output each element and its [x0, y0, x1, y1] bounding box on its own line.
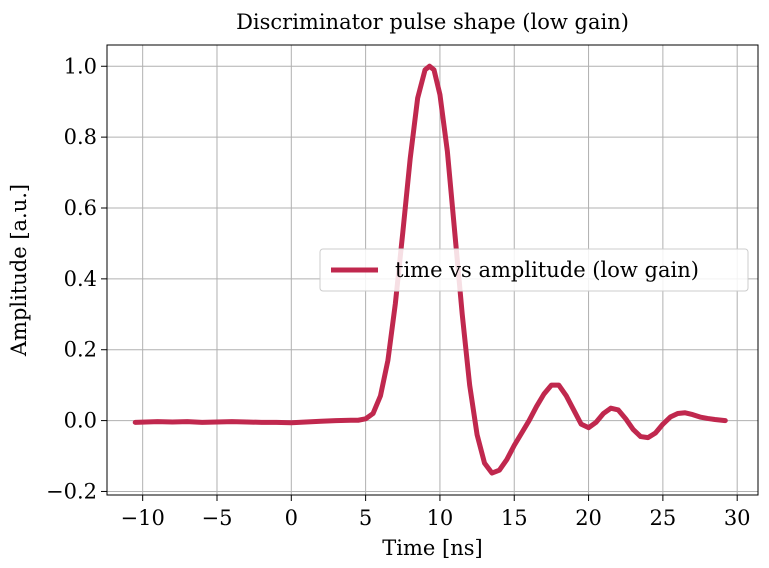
axis-ticks: −10 −5 0 5 10 15 20 25 30 −0.2 0.0 0.2 0.4 0.6 0.8 1.0 [46, 54, 751, 530]
y-tick-label: 0.4 [64, 267, 97, 291]
y-tick-label: 1.0 [64, 54, 97, 78]
x-tick-label: 30 [724, 506, 751, 530]
plot-frame [106, 44, 759, 496]
chart-title: Discriminator pulse shape (low gain) [236, 10, 629, 34]
plot-area [132, 63, 728, 476]
x-tick-label: 20 [575, 506, 602, 530]
y-tick-label: 0.2 [64, 338, 97, 362]
legend-label: time vs amplitude (low gain) [395, 258, 699, 282]
x-tick-label: 15 [501, 506, 528, 530]
x-tick-label: −5 [202, 506, 233, 530]
y-axis-label: Amplitude [a.u.] [7, 184, 31, 357]
x-axis-label: Time [ns] [382, 536, 482, 560]
x-tick-label: −10 [121, 506, 165, 530]
x-tick-label: 5 [359, 506, 372, 530]
grid [107, 45, 758, 495]
x-tick-label: 25 [650, 506, 677, 530]
y-tick-label: 0.0 [64, 409, 97, 433]
x-tick-label: 0 [285, 506, 298, 530]
y-tick-label: 0.8 [64, 125, 97, 149]
legend: time vs amplitude (low gain) [319, 248, 749, 292]
y-tick-label: 0.6 [64, 196, 97, 220]
y-tick-label: −0.2 [46, 479, 97, 503]
series-line [132, 63, 728, 476]
legend-box [319, 248, 749, 292]
x-tick-label: 10 [427, 506, 454, 530]
